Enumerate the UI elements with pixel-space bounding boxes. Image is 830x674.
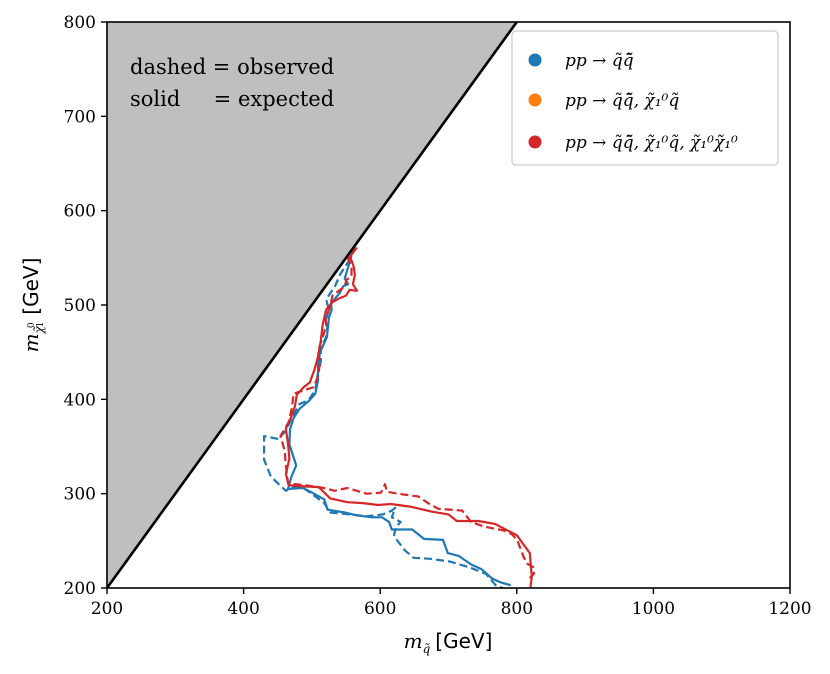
y-tick-label: 400 — [64, 390, 96, 410]
ticks-layer: 200 400 600 800 1000 1200 200 300 400 500 600 700 80… — [64, 13, 812, 619]
series-line-4 — [279, 246, 536, 580]
x-axis-label: mq̃ [GeV] — [404, 629, 493, 656]
x-tick-label: 600 — [364, 599, 396, 619]
y-tick-label: 700 — [64, 107, 96, 127]
series-line-1 — [286, 255, 511, 587]
x-tick-label: 200 — [91, 599, 123, 619]
x-tick-label: 400 — [227, 599, 259, 619]
y-tick-label: 600 — [64, 202, 96, 222]
y-tick-label: 500 — [64, 296, 96, 316]
legend-marker-orange — [528, 93, 542, 107]
legend-label-2: pp → q̃q̃̄, χ̃₁⁰q̃ — [565, 91, 679, 111]
series-line-3 — [284, 247, 533, 588]
x-tick-label: 800 — [501, 599, 533, 619]
legend-box — [511, 30, 779, 166]
x-tick-label: 1000 — [632, 599, 675, 619]
legend: pp → q̃q̃̄ pp → q̃q̃̄, χ̃₁⁰q̃ pp → q̃q̃̄… — [511, 30, 779, 166]
legend-label-3: pp → q̃q̃̄, χ̃₁⁰q̃, χ̃₁⁰χ̃₁⁰ — [565, 133, 738, 153]
annotation-solid: solid = expected — [130, 87, 334, 111]
y-tick-label: 200 — [64, 579, 96, 599]
y-tick-label: 300 — [64, 485, 96, 505]
series-layer — [263, 246, 536, 590]
x-tick-label: 1200 — [768, 599, 811, 619]
y-tick-label: 800 — [64, 13, 96, 33]
annotation-dashed: dashed = observed — [130, 55, 334, 79]
legend-label-1: pp → q̃q̃̄ — [565, 51, 634, 71]
series-line-2 — [263, 258, 503, 590]
legend-marker-blue — [528, 53, 542, 67]
legend-marker-red — [528, 135, 542, 149]
diagonal-boundary-line — [105, 21, 518, 589]
y-axis-label: mχ̃01[GeV] — [19, 258, 46, 353]
